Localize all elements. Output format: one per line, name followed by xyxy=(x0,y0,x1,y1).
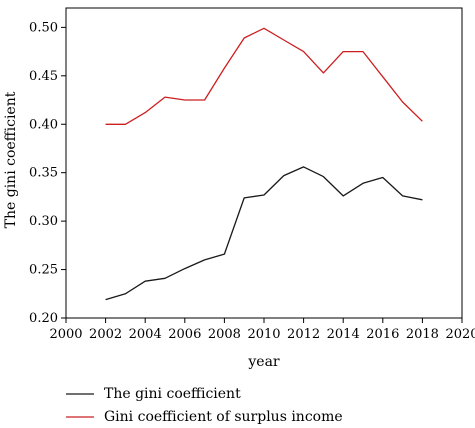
plot-area-border xyxy=(65,7,463,319)
x-tick-label: 2010 xyxy=(247,327,280,342)
x-axis-title: year xyxy=(247,354,280,370)
x-tick-label: 2002 xyxy=(89,327,122,342)
y-tick-label: 0.20 xyxy=(29,311,58,326)
series-lines xyxy=(105,27,423,301)
x-axis-ticks: 2000 2002 2004 2006 2008 2010 2012 2014 2016 2018… xyxy=(49,318,475,342)
y-axis-ticks: 0.20 0.25 0.30 0.35 0.40 0.45 0.50 xyxy=(29,20,66,326)
y-tick-label: 0.30 xyxy=(29,214,58,229)
legend-label-2: Gini coefficient of surplus income xyxy=(104,409,343,425)
x-tick-label: 2020 xyxy=(445,327,475,342)
y-tick-label: 0.45 xyxy=(29,69,58,84)
legend: The gini coefficient Gini coefficient of … xyxy=(66,386,343,425)
x-tick-label: 2014 xyxy=(327,327,360,342)
y-tick-label: 0.50 xyxy=(29,20,58,35)
legend-label-1: The gini coefficient xyxy=(104,386,241,402)
x-tick-label: 2006 xyxy=(168,327,201,342)
x-tick-label: 2018 xyxy=(406,327,439,342)
x-tick-label: 2000 xyxy=(49,327,82,342)
y-axis-title: The gini coefficient xyxy=(3,91,19,228)
x-tick-label: 2012 xyxy=(287,327,320,342)
x-tick-label: 2016 xyxy=(366,327,399,342)
x-tick-label: 2004 xyxy=(129,327,162,342)
y-tick-label: 0.35 xyxy=(29,166,58,181)
y-tick-label: 0.40 xyxy=(29,117,58,132)
plot-frame xyxy=(65,7,463,319)
y-tick-label: 0.25 xyxy=(29,263,58,278)
series-line-1 xyxy=(105,166,423,301)
series-line-2 xyxy=(105,27,423,125)
x-tick-label: 2008 xyxy=(208,327,241,342)
